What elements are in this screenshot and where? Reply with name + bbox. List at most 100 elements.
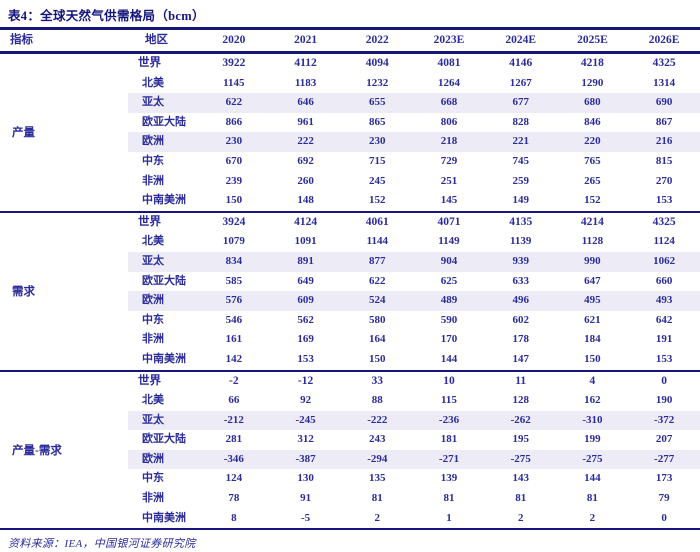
value-cell: 139 [440, 472, 458, 485]
value-cell: 81 [586, 492, 598, 505]
region-cell: 亚太 [142, 413, 164, 426]
value-cell: 4094 [365, 57, 389, 69]
value-cell: 1183 [294, 76, 317, 89]
year-column-header: 2022 [365, 34, 389, 46]
value-cell: 128 [512, 394, 529, 407]
value-cell: 190 [655, 394, 673, 407]
region-cell: 世界 [138, 57, 161, 69]
value-cell: -387 [295, 452, 316, 465]
value-cell: 115 [441, 394, 457, 407]
value-cell: 170 [440, 333, 458, 346]
value-cell: 990 [584, 254, 601, 267]
table-row: 欧亚大陆 585 649 622 625 633 647 660 [128, 272, 700, 292]
region-cell: 中南美洲 [142, 511, 186, 524]
value-cell: -275 [582, 452, 603, 465]
value-cell: 153 [655, 194, 673, 207]
value-cell: 222 [297, 135, 314, 148]
value-cell: 877 [369, 254, 386, 267]
region-cell: 非洲 [142, 333, 164, 346]
value-cell: 312 [297, 433, 314, 446]
value-cell: 660 [655, 274, 673, 287]
value-cell: 239 [225, 174, 243, 187]
value-cell: 4218 [580, 57, 604, 69]
value-cell: 243 [369, 433, 386, 446]
value-cell: 79 [658, 492, 670, 505]
region-cell: 世界 [138, 374, 161, 387]
table-section: 需求 世界 3924 4124 4061 4071 4135 4214 4325 北美 1079 10… [0, 210, 700, 370]
value-cell: 66 [228, 394, 240, 407]
value-cell: 4135 [509, 215, 533, 228]
value-cell: 562 [297, 313, 314, 326]
value-cell: 181 [440, 433, 458, 446]
value-cell: 78 [228, 492, 240, 505]
value-cell: 144 [584, 472, 601, 485]
value-cell: -12 [297, 374, 314, 387]
value-cell: 4061 [365, 215, 389, 228]
year-column-header: 2025E [577, 34, 608, 46]
value-cell: 3922 [222, 57, 246, 69]
value-cell: 207 [655, 433, 673, 446]
value-cell: 91 [300, 492, 312, 505]
value-cell: 4 [589, 374, 596, 387]
value-cell: 961 [297, 115, 314, 128]
value-cell: 260 [297, 174, 314, 187]
value-cell: 153 [297, 352, 314, 365]
year-column-header: 2023E [433, 34, 465, 46]
value-cell: -372 [654, 413, 675, 426]
value-cell: 866 [225, 115, 243, 128]
value-cell: 178 [512, 333, 529, 346]
value-cell: 815 [655, 154, 673, 167]
value-cell: 867 [655, 115, 673, 128]
page-title: 表4：全球天然气供需格局（bcm） [8, 9, 205, 23]
table-row: 中南美洲 142 153 150 144 147 150 153 [128, 350, 700, 370]
value-cell: 8 [231, 511, 237, 524]
region-cell: 欧亚大陆 [142, 433, 186, 446]
value-cell: 1314 [653, 76, 676, 89]
value-cell: 2 [517, 511, 524, 524]
table-row: 欧洲 576 609 524 489 496 495 493 [128, 291, 700, 311]
table-row: 北美 1079 1091 1144 1149 1139 1128 1124 [128, 232, 700, 252]
value-cell: 646 [297, 96, 314, 109]
table-row: 中东 670 692 715 729 745 765 815 [128, 152, 700, 172]
table-row: 亚太 -212 -245 -222 -236 -262 -310 -372 [128, 410, 700, 431]
value-cell: 124 [225, 472, 243, 485]
rule-under-title [0, 27, 700, 30]
value-cell: 489 [440, 294, 458, 307]
value-cell: 939 [512, 254, 529, 267]
value-cell: 677 [512, 96, 529, 109]
table-row: 非洲 78 91 81 81 81 81 79 [128, 489, 700, 509]
value-cell: 622 [369, 274, 386, 287]
value-cell: 680 [584, 96, 601, 109]
value-cell: 865 [369, 115, 386, 128]
table-row: 亚太 834 891 877 904 939 990 1062 [128, 251, 700, 272]
value-cell: 4325 [652, 57, 676, 69]
value-cell: 1232 [366, 76, 389, 89]
value-cell: 221 [512, 135, 529, 148]
value-cell: 81 [443, 492, 455, 505]
value-cell: -245 [295, 413, 316, 426]
value-cell: 828 [512, 115, 529, 128]
value-cell: 4325 [652, 215, 676, 228]
table-row: 非洲 161 169 164 170 178 184 191 [128, 330, 700, 350]
table-section: 产量 世界 3922 4112 4094 4081 4146 4218 4325 北美 1145 11… [0, 54, 700, 211]
value-cell: -294 [367, 452, 388, 465]
indicator-column-header: 指标 [10, 34, 33, 46]
region-column-header: 地区 [145, 34, 168, 46]
value-cell: 690 [655, 96, 673, 109]
value-cell: 142 [225, 352, 243, 365]
table-row: 世界 -2 -12 33 10 11 4 0 [128, 372, 700, 392]
value-cell: 195 [512, 433, 529, 446]
value-cell: 765 [584, 154, 601, 167]
value-cell: 150 [225, 194, 243, 207]
value-cell: 270 [655, 174, 673, 187]
value-cell: -346 [223, 452, 244, 465]
year-column-header: 2021 [294, 34, 318, 46]
value-cell: 1264 [437, 76, 460, 89]
value-cell: 259 [512, 174, 529, 187]
region-cell: 中南美洲 [142, 194, 186, 207]
value-cell: 218 [440, 135, 458, 148]
table-row: 欧亚大陆 281 312 243 181 195 199 207 [128, 430, 700, 450]
value-cell: 230 [225, 135, 243, 148]
table-row: 欧洲 -346 -387 -294 -271 -275 -275 -277 [128, 449, 700, 470]
value-cell: 622 [225, 96, 243, 109]
